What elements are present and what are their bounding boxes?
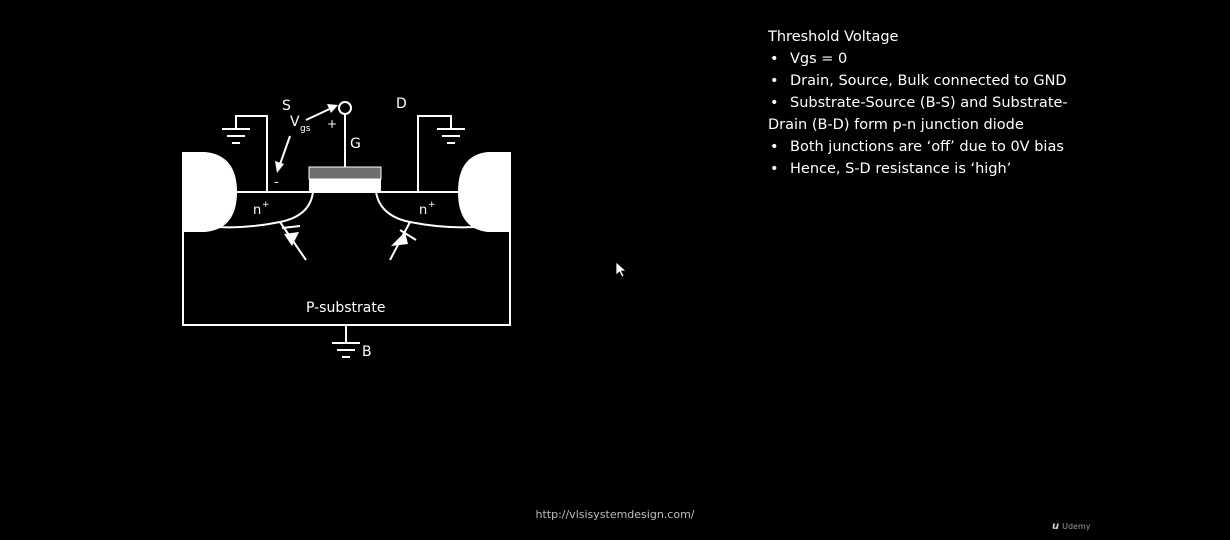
notes-bullet-continuation: Drain (B-D) form p-n junction diode: [768, 117, 1024, 133]
source-nplus-region: [204, 191, 314, 229]
source-nplus-label: n: [253, 203, 261, 218]
gate-metal: [308, 166, 382, 180]
footer-url: http://vlsisystemdesign.com/: [535, 508, 695, 521]
notes-bullet: Vgs = 0: [768, 48, 1098, 70]
notes-bullet-list: Vgs = 0 Drain, Source, Bulk connected to…: [768, 48, 1098, 180]
udemy-logo-icon: u: [1052, 521, 1060, 532]
source-label: S: [282, 98, 291, 114]
notes-bullet: Drain, Source, Bulk connected to GND: [768, 70, 1098, 92]
drain-label: D: [396, 96, 407, 112]
drain-nplus-label: n: [419, 203, 427, 218]
notes-bullet: Substrate-Source (B-S) and Substrate-: [768, 92, 1098, 114]
drain-nplus-region: [375, 191, 489, 229]
substrate-body: [182, 191, 511, 326]
source-wire: [235, 115, 268, 192]
notes-bullet: Both junctions are ‘off’ due to 0V bias: [768, 136, 1098, 158]
gate-label: G: [350, 136, 361, 152]
left-contact: [182, 152, 238, 232]
drain-wire: [417, 115, 452, 192]
notes-bullet: Hence, S-D resistance is ‘high’: [768, 158, 1098, 180]
brand-watermark: u Udemy: [1052, 521, 1091, 532]
source-ground-icon: [222, 128, 250, 144]
substrate-label: P-substrate: [306, 300, 385, 316]
vgs-label: V: [290, 114, 300, 130]
source-diode-icon: [281, 225, 301, 246]
vgs-subscript: gs: [300, 124, 311, 134]
gate-terminal: [338, 101, 352, 115]
drain-diode-icon: [391, 229, 417, 246]
vgs-plus-label: +: [327, 117, 337, 131]
vgs-arrowhead-up: [327, 104, 338, 113]
mouse-pointer-icon: [616, 262, 628, 278]
notes-panel: Threshold Voltage Vgs = 0 Drain, Source,…: [768, 26, 1098, 180]
bulk-ground-icon: [332, 342, 360, 358]
vgs-arrowhead-down: [275, 161, 284, 173]
drain-nplus-superscript: +: [428, 200, 436, 210]
brand-name: Udemy: [1062, 522, 1091, 531]
notes-title: Threshold Voltage: [768, 29, 899, 45]
gate-oxide: [309, 179, 381, 192]
bulk-label: B: [362, 344, 372, 360]
right-contact: [457, 152, 511, 232]
vgs-minus-label: -: [274, 175, 279, 190]
drain-ground-icon: [437, 128, 465, 144]
source-nplus-superscript: +: [262, 200, 270, 210]
